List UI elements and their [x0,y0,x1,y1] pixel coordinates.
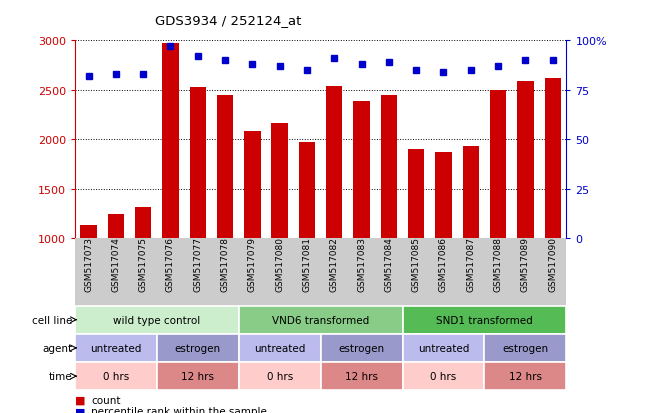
Bar [320,362,402,390]
Bar [544,79,561,238]
Bar [320,334,402,362]
Bar [402,362,484,390]
Bar [75,362,157,390]
Bar [484,362,566,390]
Bar [107,215,124,238]
Bar [463,147,479,238]
Bar [239,306,402,334]
Bar [326,87,342,238]
Bar [244,132,260,238]
Text: GDS3934 / 252124_at: GDS3934 / 252124_at [155,14,301,27]
Bar [402,306,566,334]
Text: 12 hrs: 12 hrs [181,371,214,381]
Bar [353,101,370,238]
Text: ■: ■ [75,406,89,413]
Bar [162,44,178,238]
Bar [490,90,506,238]
Text: 0 hrs: 0 hrs [103,371,129,381]
Bar [299,143,315,238]
Text: agent: agent [42,343,72,353]
Bar [217,95,233,238]
Bar [239,362,320,390]
Bar [189,88,206,238]
Bar [271,124,288,238]
Bar [80,225,97,238]
Bar [75,334,157,362]
Text: cell line: cell line [32,315,72,325]
Bar [381,95,397,238]
Text: time: time [49,371,72,381]
Text: wild type control: wild type control [113,315,201,325]
Text: VND6 transformed: VND6 transformed [272,315,369,325]
Text: untreated: untreated [90,343,141,353]
Text: 0 hrs: 0 hrs [266,371,293,381]
Bar [517,82,534,238]
Bar [484,334,566,362]
Text: estrogen: estrogen [174,343,221,353]
Bar [408,150,424,238]
Text: ■: ■ [75,395,89,405]
Text: 0 hrs: 0 hrs [430,371,456,381]
Text: count: count [91,395,120,405]
Text: 12 hrs: 12 hrs [509,371,542,381]
Text: estrogen: estrogen [339,343,385,353]
Bar [75,306,239,334]
Bar [402,334,484,362]
Bar [157,362,239,390]
Text: percentile rank within the sample: percentile rank within the sample [91,406,267,413]
Bar [157,334,239,362]
Text: 12 hrs: 12 hrs [345,371,378,381]
Bar [239,334,320,362]
Bar [436,153,452,238]
Bar [135,208,151,238]
Text: estrogen: estrogen [503,343,549,353]
Text: untreated: untreated [418,343,469,353]
Text: SND1 transformed: SND1 transformed [436,315,533,325]
Text: untreated: untreated [254,343,305,353]
